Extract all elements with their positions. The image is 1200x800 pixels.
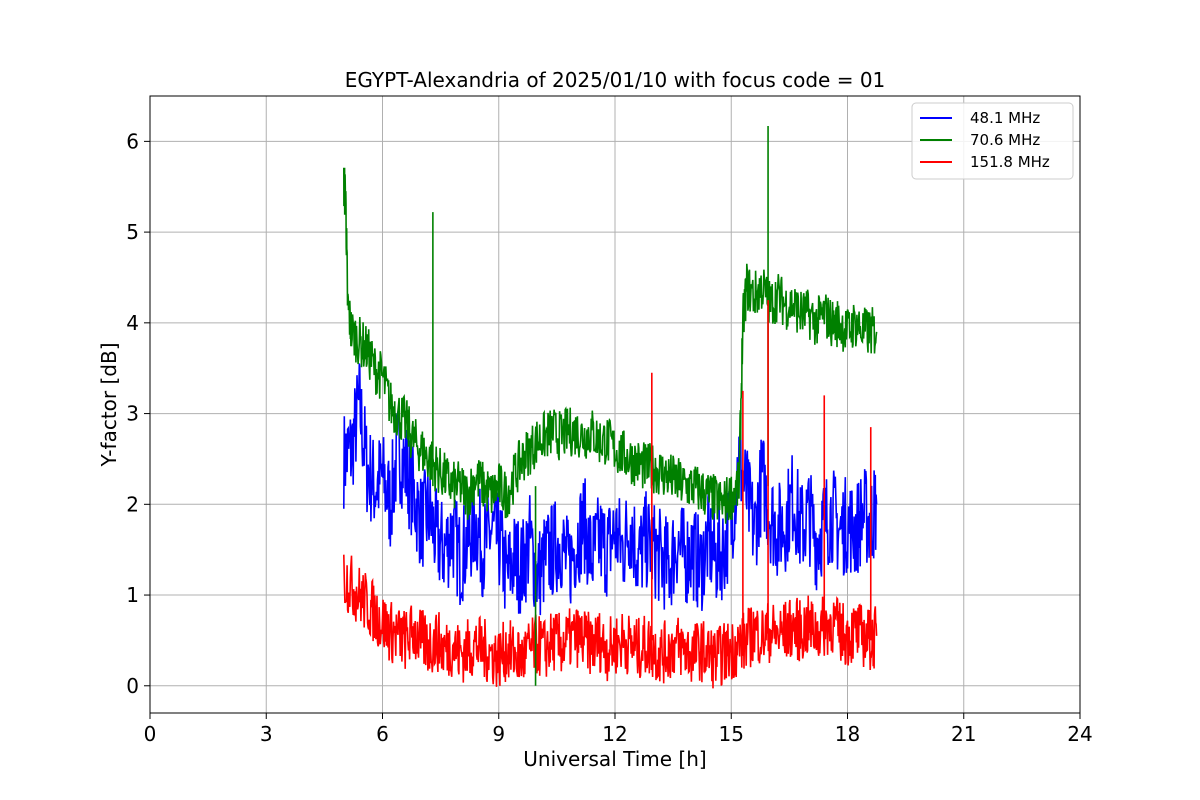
legend-entry: 151.8 MHz xyxy=(970,153,1050,171)
x-tick-label: 0 xyxy=(144,722,157,746)
legend-entry: 70.6 MHz xyxy=(970,131,1040,149)
legend-entry: 48.1 MHz xyxy=(970,109,1040,127)
y-tick-label: 5 xyxy=(126,220,139,244)
legend: 48.1 MHz 70.6 MHz 151.8 MHz xyxy=(911,102,1074,180)
y-axis: 0 1 2 3 4 5 6 xyxy=(126,129,150,698)
x-tick-label: 12 xyxy=(602,722,627,746)
plot-area xyxy=(343,125,878,689)
chart-title: EGYPT-Alexandria of 2025/01/10 with focu… xyxy=(345,68,886,92)
series-line-1 xyxy=(343,167,878,524)
y-tick-label: 6 xyxy=(126,129,139,153)
legend-box xyxy=(911,102,1074,180)
x-axis-label: Universal Time [h] xyxy=(523,747,706,771)
y-tick-label: 0 xyxy=(126,674,139,698)
x-tick-label: 3 xyxy=(260,722,273,746)
y-tick-label: 2 xyxy=(126,492,139,516)
series-line-2 xyxy=(343,554,878,689)
x-tick-label: 21 xyxy=(951,722,976,746)
x-axis: 0 3 6 9 12 15 18 21 24 xyxy=(144,713,1093,746)
x-tick-label: 15 xyxy=(719,722,744,746)
x-tick-label: 24 xyxy=(1067,722,1092,746)
y-tick-label: 3 xyxy=(126,402,139,426)
y-tick-label: 1 xyxy=(126,583,139,607)
y-axis-label: Y-factor [dB] xyxy=(97,342,121,467)
x-tick-label: 18 xyxy=(835,722,860,746)
y-tick-label: 4 xyxy=(126,311,139,335)
grid-layer xyxy=(149,96,1081,713)
x-tick-label: 6 xyxy=(376,722,389,746)
series-line-0 xyxy=(343,363,878,616)
x-tick-label: 9 xyxy=(492,722,505,746)
